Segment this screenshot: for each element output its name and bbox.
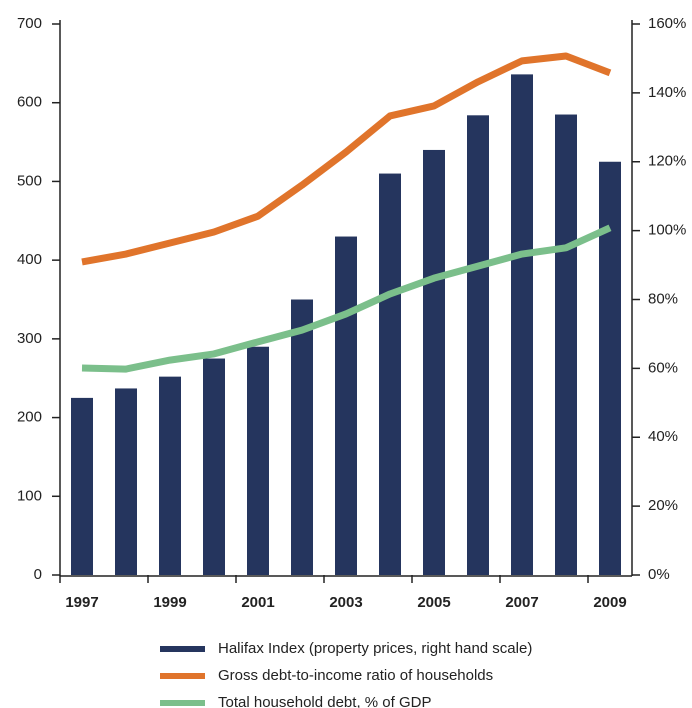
bar bbox=[115, 388, 137, 575]
y-tick-label: 200 bbox=[17, 409, 42, 426]
x-tick-label: 2009 bbox=[593, 594, 626, 611]
y2-tick-label: 140% bbox=[648, 84, 686, 101]
y-tick-label: 500 bbox=[17, 172, 42, 189]
y-tick-label: 400 bbox=[17, 251, 42, 268]
y2-tick-label: 160% bbox=[648, 15, 686, 32]
x-tick-label: 2001 bbox=[241, 594, 274, 611]
y-tick-label: 700 bbox=[17, 15, 42, 32]
bar bbox=[555, 114, 577, 576]
bar bbox=[159, 376, 181, 575]
bar bbox=[335, 236, 357, 575]
bar bbox=[511, 74, 533, 576]
y-tick-label: 300 bbox=[17, 330, 42, 347]
line bbox=[81, 224, 612, 373]
legend-label: Gross debt-to-income ratio of households bbox=[218, 667, 493, 684]
y-tick-label: 100 bbox=[17, 487, 42, 504]
bar bbox=[379, 173, 401, 576]
y2-tick-label: 100% bbox=[648, 222, 686, 239]
y2-tick-label: 60% bbox=[648, 359, 678, 376]
legend-label: Total household debt, % of GDP bbox=[218, 694, 431, 708]
bar bbox=[71, 397, 93, 575]
bar bbox=[247, 346, 269, 575]
y-tick-label: 0 bbox=[34, 566, 42, 583]
x-tick-label: 2003 bbox=[329, 594, 362, 611]
bar bbox=[203, 358, 225, 575]
legend-label: Halifax Index (property prices, right ha… bbox=[218, 640, 532, 657]
bar bbox=[423, 149, 445, 575]
x-tick-label: 2005 bbox=[417, 594, 450, 611]
y2-tick-label: 120% bbox=[648, 153, 686, 170]
y2-tick-label: 80% bbox=[648, 290, 678, 307]
y2-tick-label: 40% bbox=[648, 428, 678, 445]
x-tick-label: 1999 bbox=[153, 594, 186, 611]
y2-tick-label: 0% bbox=[648, 566, 670, 583]
bar bbox=[291, 299, 313, 575]
bar bbox=[599, 161, 621, 575]
line bbox=[81, 52, 612, 266]
x-tick-label: 2007 bbox=[505, 594, 538, 611]
bar bbox=[467, 115, 489, 576]
x-tick-label: 1997 bbox=[65, 594, 98, 611]
y-tick-label: 600 bbox=[17, 94, 42, 111]
y2-tick-label: 20% bbox=[648, 497, 678, 514]
